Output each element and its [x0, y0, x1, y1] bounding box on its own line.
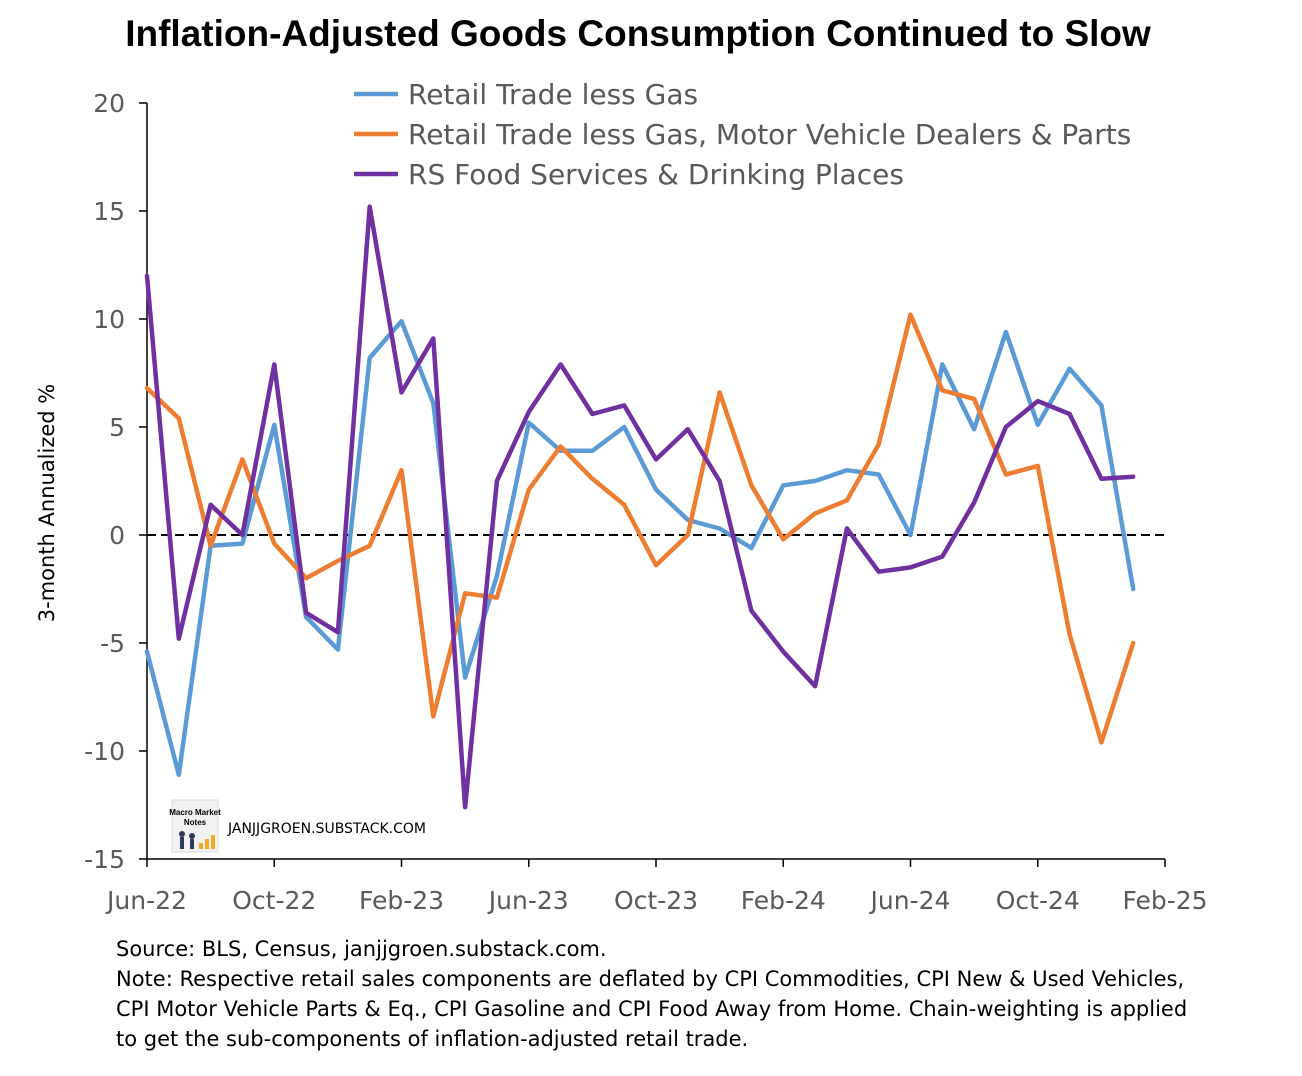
y-axis-label: 3-month Annualized % [35, 384, 59, 623]
legend-label-1: Retail Trade less Gas [408, 78, 698, 111]
note-line-1: Note: Respective retail sales components… [116, 967, 1185, 991]
x-tick-label: Feb-24 [741, 886, 826, 915]
series-line-3 [144, 204, 1136, 810]
y-tick-label: 10 [93, 305, 125, 334]
note-line-2: CPI Motor Vehicle Parts & Eq., CPI Gasol… [116, 997, 1188, 1021]
series-line-1 [144, 318, 1136, 778]
axes: 20 15 10 5 0 -5 -10 -15 Jun-22 Oct-22 Feb-23 Jun-23… [84, 89, 1207, 915]
x-tick-label: Oct-24 [996, 886, 1080, 915]
x-tick-label: Feb-25 [1122, 886, 1207, 915]
legend-label-3: RS Food Services & Drinking Places [408, 158, 904, 191]
note-line-3: to get the sub-components of inflation-a… [116, 1027, 749, 1051]
y-tick-label: -10 [84, 737, 125, 766]
y-tick-label: 20 [93, 89, 125, 118]
series-group [144, 204, 1136, 810]
logo-text-line1: Macro Market [169, 808, 221, 817]
x-tick-label: Jun-24 [869, 886, 951, 915]
x-tick-label: Jun-22 [105, 886, 187, 915]
logo-text-line2: Notes [184, 818, 207, 827]
y-tick-label: 15 [93, 197, 125, 226]
x-tick-label: Oct-22 [232, 886, 316, 915]
y-tick-label: -15 [84, 845, 125, 874]
x-tick-label: Feb-23 [359, 886, 444, 915]
x-tick-label: Oct-23 [614, 886, 698, 915]
watermark: Macro Market Notes JANJJGROEN.SUBSTACK.C… [169, 799, 426, 853]
macro-market-notes-logo: Macro Market Notes [169, 799, 221, 853]
chart: Inflation-Adjusted Goods Consumption Con… [35, 13, 1208, 915]
x-tick-label: Jun-23 [487, 886, 569, 915]
series-line-2 [144, 312, 1136, 745]
watermark-text: JANJJGROEN.SUBSTACK.COM [227, 821, 426, 837]
chart-title: Inflation-Adjusted Goods Consumption Con… [125, 13, 1151, 54]
chart-notes: Source: BLS, Census, janjjgroen.substack… [116, 934, 1296, 1054]
source-text: Source: BLS, Census, janjjgroen.substack… [116, 937, 607, 961]
y-tick-label: -5 [100, 629, 125, 658]
y-tick-label: 0 [109, 521, 125, 550]
legend-label-2: Retail Trade less Gas, Motor Vehicle Dea… [408, 118, 1131, 151]
legend: Retail Trade less Gas Retail Trade less G… [354, 78, 1131, 191]
y-tick-label: 5 [109, 413, 125, 442]
